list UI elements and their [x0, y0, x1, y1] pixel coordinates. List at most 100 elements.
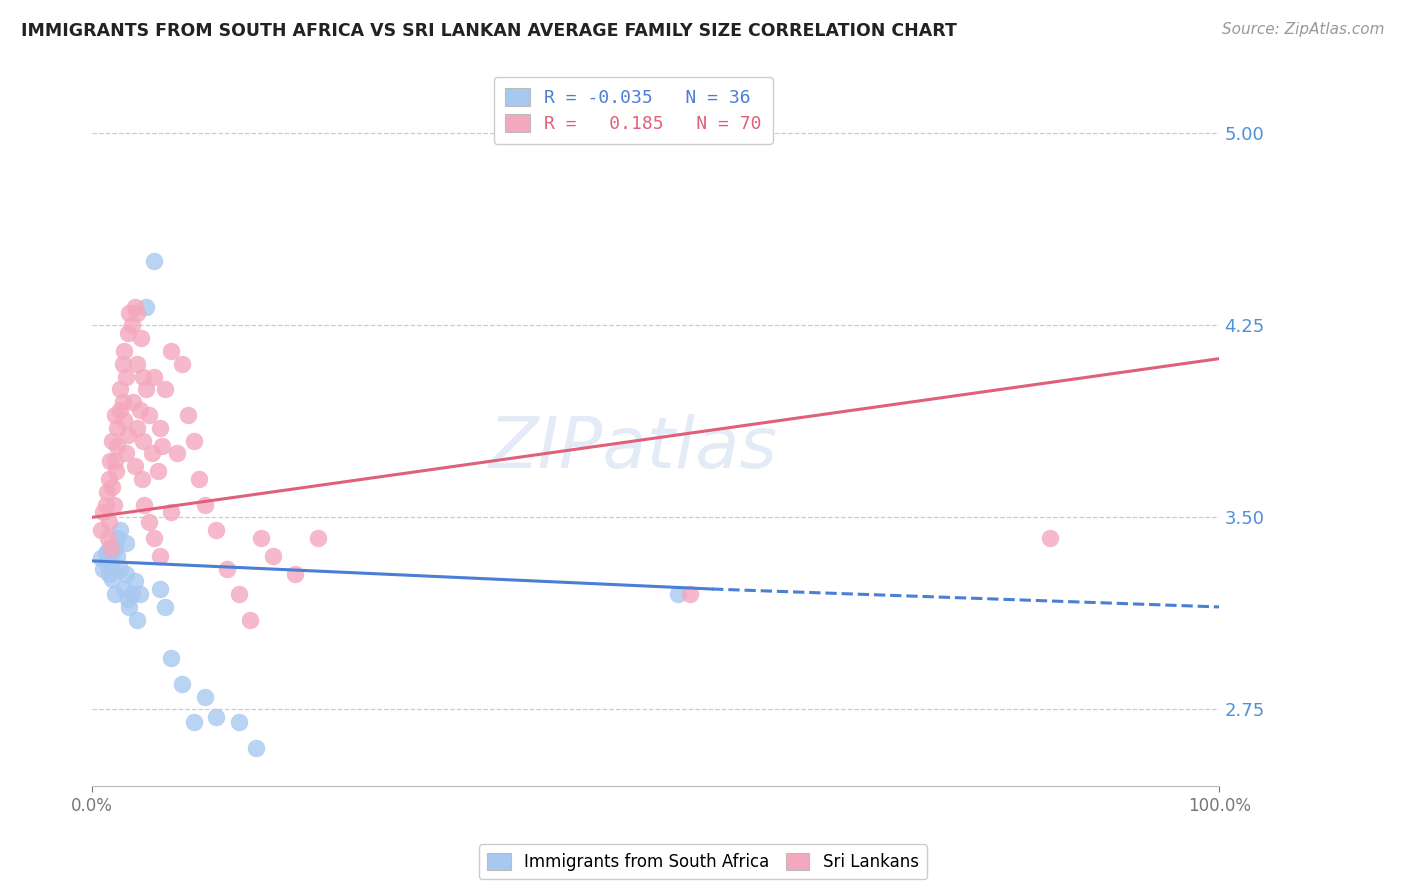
Point — [138, 516, 160, 530]
Point — [101, 480, 124, 494]
Point — [135, 301, 157, 315]
Point — [132, 434, 155, 448]
Point — [307, 531, 329, 545]
Point — [100, 541, 122, 555]
Point — [262, 549, 284, 563]
Point — [127, 305, 149, 319]
Point — [121, 395, 143, 409]
Point — [96, 484, 118, 499]
Point — [149, 421, 172, 435]
Point — [194, 690, 217, 704]
Point — [115, 369, 138, 384]
Point — [112, 343, 135, 358]
Point — [188, 472, 211, 486]
Point — [98, 549, 121, 563]
Point — [90, 523, 112, 537]
Point — [172, 677, 194, 691]
Point — [117, 592, 139, 607]
Point — [132, 498, 155, 512]
Point — [105, 439, 128, 453]
Point — [117, 326, 139, 340]
Point — [128, 402, 150, 417]
Point — [194, 498, 217, 512]
Point — [217, 561, 239, 575]
Point — [110, 523, 132, 537]
Point — [115, 536, 138, 550]
Point — [103, 498, 125, 512]
Point — [111, 357, 134, 371]
Point — [127, 613, 149, 627]
Point — [160, 343, 183, 358]
Point — [138, 408, 160, 422]
Point — [127, 421, 149, 435]
Text: ZIPatlas: ZIPatlas — [489, 414, 778, 483]
Point — [284, 566, 307, 581]
Point — [93, 505, 115, 519]
Point — [104, 541, 127, 555]
Point — [143, 531, 166, 545]
Point — [121, 587, 143, 601]
Point — [124, 459, 146, 474]
Point — [105, 421, 128, 435]
Point — [90, 551, 112, 566]
Point — [143, 369, 166, 384]
Legend: Immigrants from South Africa, Sri Lankans: Immigrants from South Africa, Sri Lankan… — [479, 845, 927, 880]
Point — [101, 572, 124, 586]
Text: IMMIGRANTS FROM SOUTH AFRICA VS SRI LANKAN AVERAGE FAMILY SIZE CORRELATION CHART: IMMIGRANTS FROM SOUTH AFRICA VS SRI LANK… — [21, 22, 957, 40]
Point — [160, 505, 183, 519]
Point — [245, 740, 267, 755]
Point — [98, 472, 121, 486]
Point — [131, 472, 153, 486]
Point — [172, 357, 194, 371]
Point — [118, 599, 141, 614]
Point — [160, 651, 183, 665]
Point — [101, 434, 124, 448]
Point — [94, 498, 117, 512]
Point — [155, 599, 177, 614]
Point — [105, 531, 128, 545]
Point — [135, 382, 157, 396]
Point — [110, 382, 132, 396]
Point — [149, 549, 172, 563]
Point — [115, 566, 138, 581]
Point — [124, 301, 146, 315]
Text: Source: ZipAtlas.com: Source: ZipAtlas.com — [1222, 22, 1385, 37]
Point — [104, 408, 127, 422]
Point — [112, 582, 135, 596]
Point — [104, 454, 127, 468]
Point — [104, 464, 127, 478]
Point — [228, 715, 250, 730]
Point — [98, 454, 121, 468]
Point — [177, 408, 200, 422]
Point — [124, 574, 146, 589]
Point — [146, 464, 169, 478]
Point — [132, 369, 155, 384]
Point — [239, 613, 262, 627]
Point — [110, 402, 132, 417]
Point — [183, 434, 205, 448]
Point — [1039, 531, 1062, 545]
Point — [104, 587, 127, 601]
Point — [98, 566, 121, 581]
Point — [118, 305, 141, 319]
Point — [228, 587, 250, 601]
Point — [205, 710, 228, 724]
Point — [98, 541, 121, 555]
Point — [94, 546, 117, 560]
Point — [98, 516, 121, 530]
Point — [110, 561, 132, 575]
Point — [250, 531, 273, 545]
Point — [183, 715, 205, 730]
Point — [150, 439, 173, 453]
Point — [129, 331, 152, 345]
Point — [101, 561, 124, 575]
Point — [127, 357, 149, 371]
Point — [143, 254, 166, 268]
Point — [666, 587, 689, 601]
Point — [678, 587, 700, 601]
Point — [93, 561, 115, 575]
Point — [112, 413, 135, 427]
Point — [97, 531, 120, 545]
Point — [111, 395, 134, 409]
Point — [128, 587, 150, 601]
